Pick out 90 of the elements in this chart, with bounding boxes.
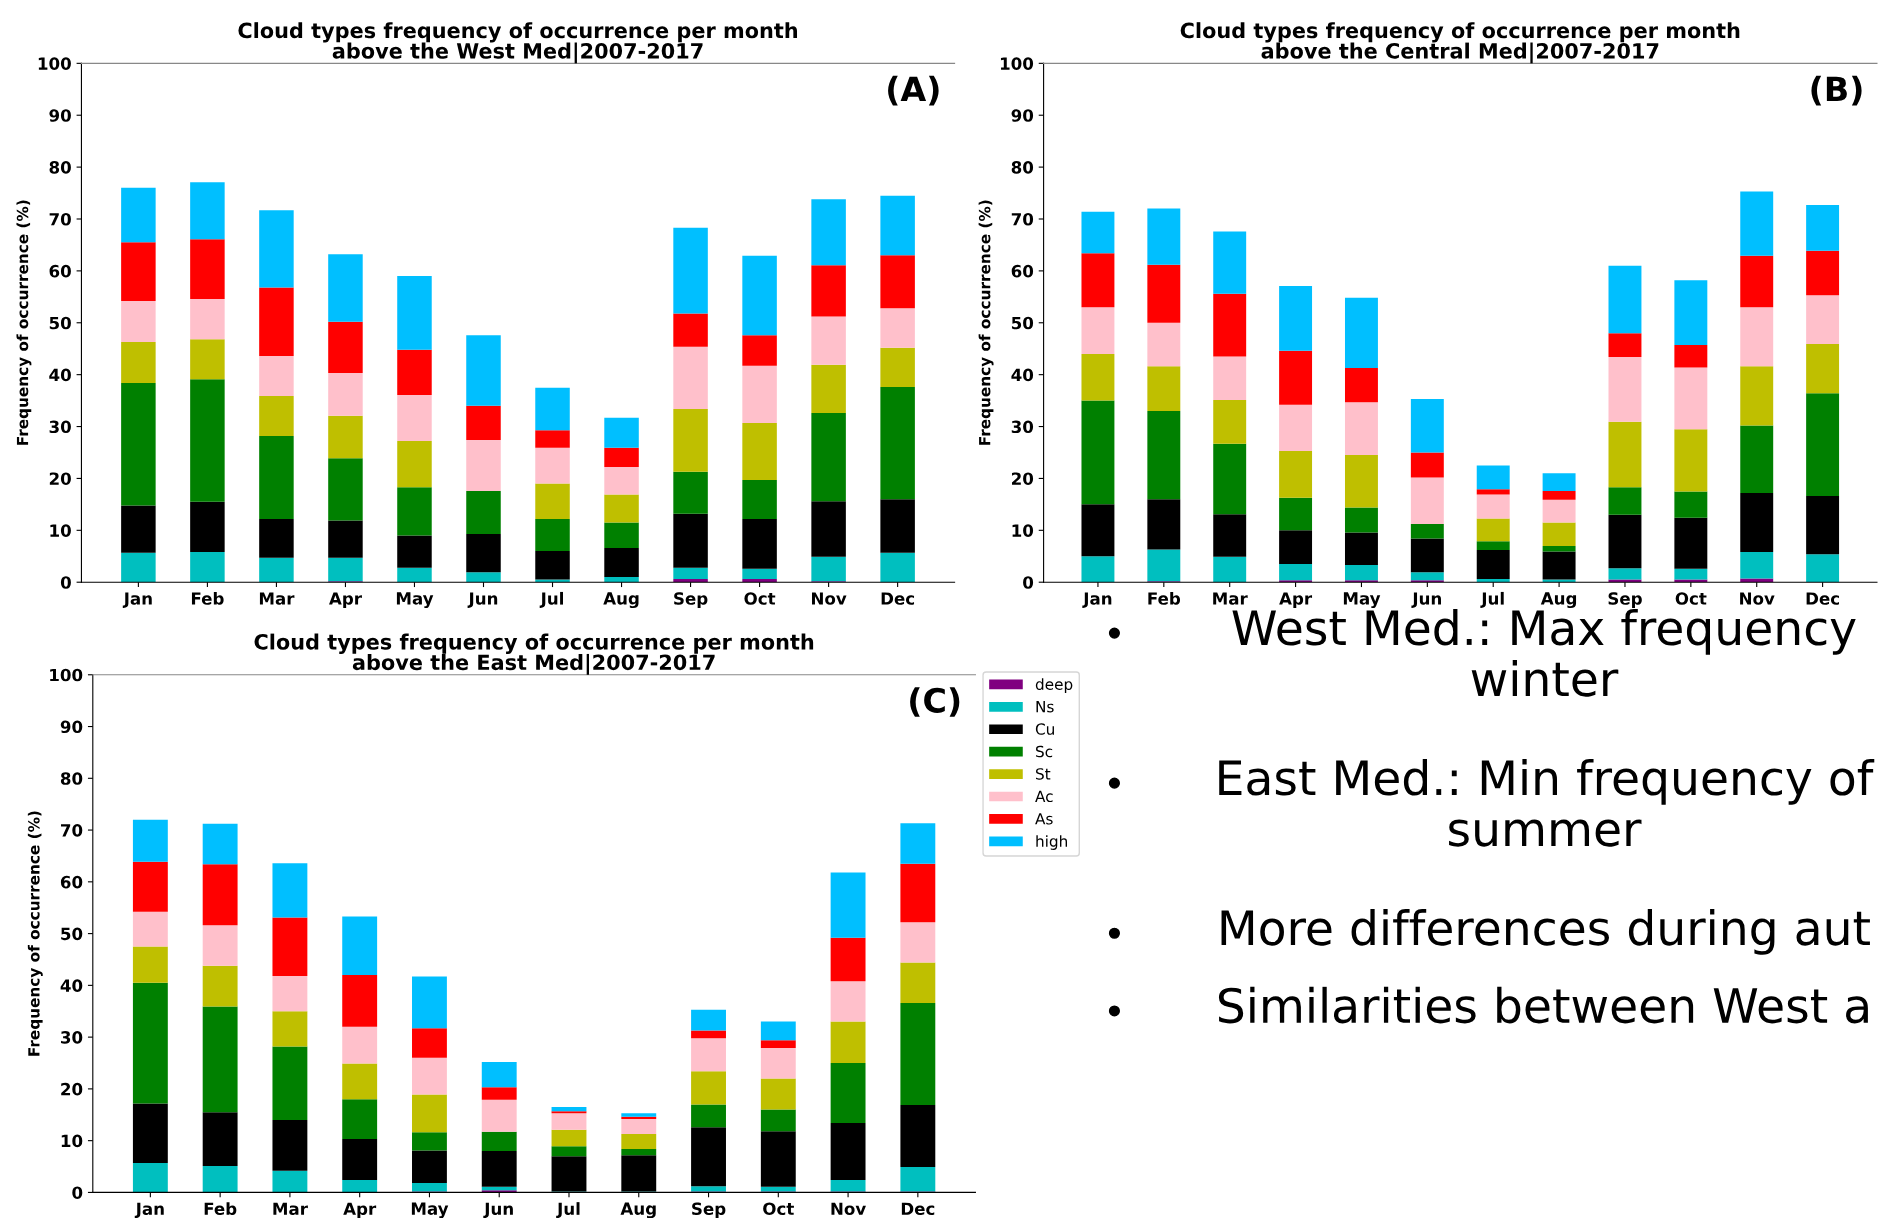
x-tick-label: Apr [343, 1202, 377, 1218]
legend-label: Ns [1036, 701, 1054, 713]
x-tick-label: Feb [191, 591, 224, 605]
y-tick-label: 0 [60, 576, 71, 589]
x-tick-label: Nov [1740, 592, 1775, 605]
chart-title: Cloud types frequency of occurrence per month above the Central Med|2007-2017 [1180, 22, 1740, 64]
y-tick-label: 60 [60, 875, 83, 889]
legend-label: Sc [1036, 745, 1053, 758]
y-tick-label: 90 [60, 720, 83, 734]
annotation: (C) [910, 687, 960, 717]
y-tick-label: 70 [49, 212, 71, 226]
y-tick-label: 30 [1011, 420, 1034, 434]
y-tick-label: 50 [61, 927, 83, 941]
x-tick-label: Aug [620, 1202, 656, 1218]
annotation: (B) [1811, 75, 1862, 106]
y-tick-label: 90 [1011, 109, 1034, 122]
legend-label: Cu [1035, 723, 1054, 735]
y-tick-label: 20 [61, 1082, 83, 1096]
legend-label: St [1036, 768, 1051, 780]
chart-title: Cloud types frequency of occurrence per month above the East Med|2007-2017 [254, 633, 814, 675]
y-tick-label: 40 [1011, 368, 1034, 382]
x-tick-label: Dec [901, 1202, 935, 1216]
x-tick-label: May [411, 1202, 449, 1218]
y-tick-label: 80 [60, 772, 83, 785]
y-tick-label: 40 [49, 368, 71, 382]
y-tick-label: 60 [49, 264, 71, 278]
x-tick-label: Oct [763, 1202, 794, 1216]
chart-title: Cloud types frequency of occurrence per month above the West Med|2007-2017 [238, 22, 798, 64]
y-tick-label: 80 [1011, 161, 1034, 174]
legend-label: As [1035, 813, 1053, 825]
x-tick-label: Jul [539, 591, 564, 608]
text: Similarities between West a [1218, 986, 1868, 1024]
annotation: (A) [888, 75, 939, 106]
x-tick-label: May [396, 592, 434, 609]
y-tick-label: 20 [1012, 472, 1034, 485]
x-tick-label: Oct [744, 592, 776, 605]
x-tick-label: Nov [831, 1202, 866, 1216]
y-tick-label: 70 [1011, 212, 1034, 226]
x-tick-label: Jun [1411, 592, 1441, 608]
y-tick-label: 30 [61, 1031, 83, 1044]
y-tick-label: 0 [1023, 576, 1034, 589]
x-tick-label: Oct [1675, 592, 1707, 605]
x-tick-label: Nov [812, 592, 847, 605]
x-tick-label: Jul [556, 1202, 580, 1218]
legend-label: high [1036, 835, 1067, 850]
x-tick-label: Jan [134, 1202, 164, 1218]
text: West Med.: Max frequency winter [1232, 609, 1856, 697]
y-axis-title: Frequency of occurrence (%) [978, 200, 994, 445]
y-tick-label: 100 [1000, 57, 1034, 70]
x-tick-label: Mar [273, 1202, 308, 1216]
x-tick-label: Mar [259, 592, 295, 605]
y-tick-label: 100 [50, 668, 83, 682]
x-tick-label: May [1343, 592, 1381, 609]
x-tick-label: Feb [204, 1202, 237, 1216]
x-tick-label: Jun [467, 592, 498, 608]
y-tick-label: 70 [61, 824, 83, 837]
x-tick-label: Dec [881, 592, 915, 605]
y-tick-label: 10 [50, 524, 71, 537]
y-tick-label: 90 [49, 109, 71, 122]
x-tick-label: Sep [692, 1202, 726, 1218]
x-tick-label: Dec [1806, 592, 1839, 605]
y-tick-label: 20 [49, 472, 71, 485]
y-tick-label: 50 [1011, 316, 1034, 330]
x-tick-label: Mar [1213, 592, 1248, 605]
x-tick-label: Jan [1082, 592, 1112, 608]
x-tick-label: Sep [674, 592, 708, 609]
x-tick-label: Aug [1540, 592, 1577, 609]
y-tick-label: 100 [38, 57, 71, 70]
x-tick-label: Apr [329, 592, 362, 609]
y-tick-label: 60 [1011, 264, 1034, 278]
y-tick-label: 10 [61, 1134, 83, 1148]
x-tick-label: Feb [1148, 591, 1181, 605]
legend-label: Ac [1035, 790, 1053, 803]
y-axis-title: Frequency of occurrence (%) [16, 200, 32, 445]
x-tick-label: Jan [122, 592, 152, 608]
text: East Med.: Min frequency of summer [1219, 759, 1875, 847]
legend-label: deep [1035, 678, 1073, 693]
y-tick-label: 80 [49, 161, 71, 174]
text: More differences during aut [1221, 909, 1870, 955]
x-tick-label: Apr [1279, 592, 1313, 609]
y-tick-label: 10 [1012, 524, 1034, 537]
x-tick-label: Jun [483, 1202, 513, 1218]
x-tick-label: Sep [1608, 592, 1642, 609]
y-tick-label: 40 [60, 979, 83, 992]
y-tick-label: 0 [72, 1186, 83, 1199]
x-tick-label: Jul [1480, 591, 1504, 608]
y-axis-title: Frequency of occurrence (%) [27, 811, 43, 1056]
y-tick-label: 50 [49, 316, 71, 330]
y-tick-label: 30 [49, 420, 71, 434]
x-tick-label: Aug [603, 592, 639, 609]
